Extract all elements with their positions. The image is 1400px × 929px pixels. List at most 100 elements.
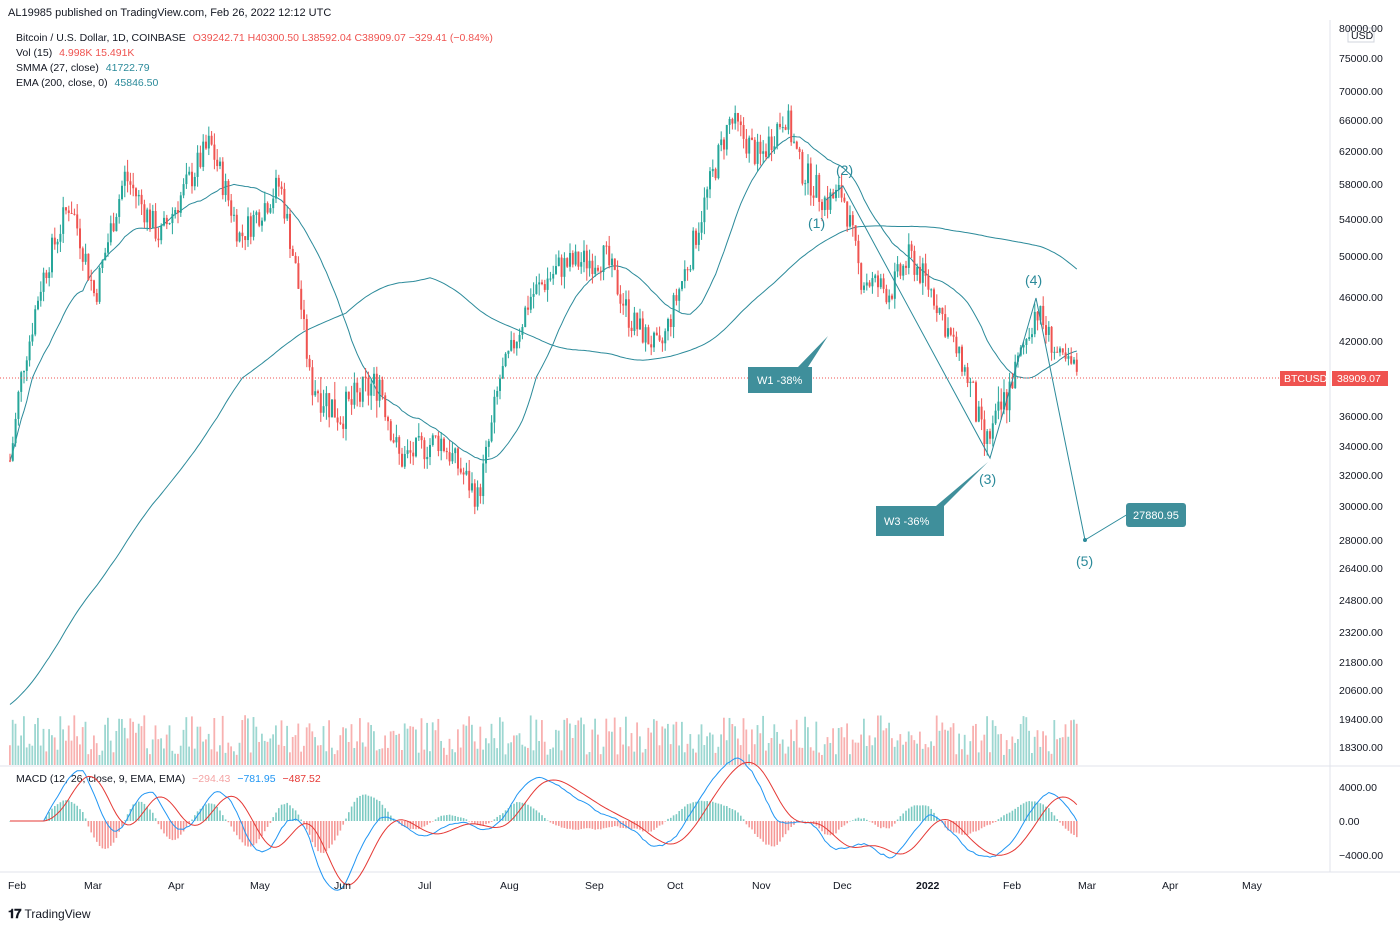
volume-bar bbox=[538, 741, 540, 765]
candle-body bbox=[510, 339, 513, 351]
macd-histogram-bar bbox=[451, 815, 454, 821]
candle-body bbox=[919, 266, 921, 283]
candle-body bbox=[104, 252, 107, 261]
time-axis[interactable]: Feb Mar Apr May Jun Jul Aug Sep Oct Nov Dec 2022 Feb… bbox=[8, 880, 1263, 892]
callout-w3[interactable]: W3 -36% bbox=[876, 462, 988, 536]
candle-body bbox=[1008, 381, 1011, 411]
candle-body bbox=[129, 181, 132, 185]
candle-body bbox=[975, 382, 977, 422]
time-label: Feb bbox=[8, 880, 26, 892]
volume-bar bbox=[429, 751, 431, 765]
volume-bar bbox=[997, 734, 1000, 765]
macd-histogram-bar bbox=[216, 806, 218, 821]
symbol-title: Bitcoin / U.S. Dollar, 1D, COINBASE bbox=[16, 32, 186, 44]
candle-body bbox=[583, 250, 585, 263]
candle-body bbox=[882, 278, 885, 289]
candle-body bbox=[67, 210, 70, 213]
candle-body bbox=[443, 438, 445, 451]
candle-body bbox=[9, 460, 11, 462]
candle-body bbox=[728, 118, 731, 125]
volume-bar bbox=[459, 747, 462, 765]
macd-histogram-bar bbox=[650, 821, 652, 832]
macd-histogram-bar bbox=[264, 821, 266, 832]
candle-body bbox=[328, 393, 331, 418]
macd-histogram-bar bbox=[787, 821, 790, 831]
candle-body bbox=[711, 168, 714, 172]
macd-histogram-bar bbox=[681, 808, 683, 821]
volume-legend[interactable]: Vol (15) 4.998K 15.491K bbox=[16, 47, 134, 59]
volume-bar bbox=[661, 726, 664, 765]
macd-histogram-bar bbox=[1014, 808, 1016, 821]
macd-histogram-bar bbox=[79, 809, 81, 821]
volume-bar bbox=[625, 716, 627, 765]
callout-target[interactable]: 27880.95 bbox=[1126, 503, 1186, 527]
macd-histogram-bar bbox=[964, 821, 966, 835]
macd-histogram-bar bbox=[714, 802, 717, 821]
price-tick-label: 54000.00 bbox=[1339, 214, 1383, 226]
volume-bar bbox=[731, 724, 734, 765]
candle-body bbox=[994, 410, 997, 424]
candle-body bbox=[95, 293, 98, 302]
volume-bar bbox=[280, 720, 283, 765]
macd-histogram-bar bbox=[936, 816, 938, 821]
macd-histogram-bar bbox=[1006, 813, 1008, 821]
volume-bar bbox=[972, 725, 974, 765]
candle-body bbox=[219, 161, 221, 167]
candle-body bbox=[521, 326, 524, 335]
price-axis[interactable]: USD 80000.00 75000.00 70000.00 66000.00 6200… bbox=[1339, 23, 1383, 754]
volume-bar bbox=[406, 728, 409, 765]
volume-bar bbox=[1017, 739, 1019, 765]
volume-bar bbox=[555, 729, 557, 765]
volume-bar bbox=[977, 752, 980, 765]
volume-bar bbox=[188, 746, 190, 765]
volume-bar bbox=[549, 749, 552, 765]
macd-histogram-bar bbox=[608, 821, 610, 828]
candle-body bbox=[457, 448, 459, 469]
macd-histogram-bar bbox=[902, 813, 904, 821]
macd-histogram-bar bbox=[832, 821, 834, 835]
macd-value-2: −781.95 bbox=[237, 773, 276, 785]
volume-bar bbox=[594, 718, 596, 765]
candle-body bbox=[989, 431, 991, 439]
macd-histogram-bar bbox=[790, 821, 792, 827]
candle-body bbox=[314, 391, 317, 396]
candle-body bbox=[445, 450, 448, 453]
candle-body bbox=[840, 184, 843, 198]
macd-axis[interactable]: 4000.00 0.00 −4000.00 bbox=[1339, 782, 1383, 862]
candle-body bbox=[1067, 356, 1070, 359]
smma-legend[interactable]: SMMA (27, close) 41722.79 bbox=[16, 62, 150, 74]
volume-bar bbox=[154, 725, 157, 765]
callout-w1[interactable]: W1 -38% bbox=[748, 336, 828, 393]
candle-body bbox=[795, 141, 798, 149]
volume-bar bbox=[616, 754, 619, 765]
candle-body bbox=[871, 278, 874, 287]
symbol-legend[interactable]: Bitcoin / U.S. Dollar, 1D, COINBASE O392… bbox=[16, 32, 493, 44]
macd-histogram-bar bbox=[1034, 801, 1036, 821]
ema-legend[interactable]: EMA (200, close, 0) 45846.50 bbox=[16, 77, 158, 89]
candle-body bbox=[286, 213, 289, 219]
time-label: May bbox=[250, 880, 271, 892]
candle-body bbox=[689, 269, 692, 271]
candle-body bbox=[742, 125, 745, 139]
macd-histogram-bar bbox=[224, 819, 227, 821]
volume-bar bbox=[443, 747, 445, 765]
macd-histogram-bar bbox=[656, 821, 658, 828]
macd-legend[interactable]: MACD (12, 26, close, 9, EMA, EMA) −294.4… bbox=[16, 773, 321, 785]
macd-histogram-bar bbox=[566, 821, 568, 829]
volume-bar bbox=[90, 749, 92, 765]
candle-body bbox=[627, 299, 630, 328]
candle-body bbox=[717, 145, 720, 179]
macd-histogram-bar bbox=[574, 821, 577, 830]
macd-histogram-bar bbox=[810, 821, 812, 822]
candle-body bbox=[527, 307, 529, 310]
candle-body bbox=[1075, 359, 1078, 372]
volume-bar bbox=[87, 754, 90, 765]
macd-histogram-bar bbox=[194, 815, 196, 821]
macd-histogram-bar bbox=[720, 804, 722, 821]
volume-bar bbox=[605, 718, 608, 765]
tradingview-footer[interactable]: 𝟏𝟕 TradingView bbox=[8, 906, 91, 922]
candle-body bbox=[252, 214, 255, 237]
macd-histogram-bar bbox=[740, 815, 742, 821]
macd-histogram-bar bbox=[303, 821, 305, 824]
